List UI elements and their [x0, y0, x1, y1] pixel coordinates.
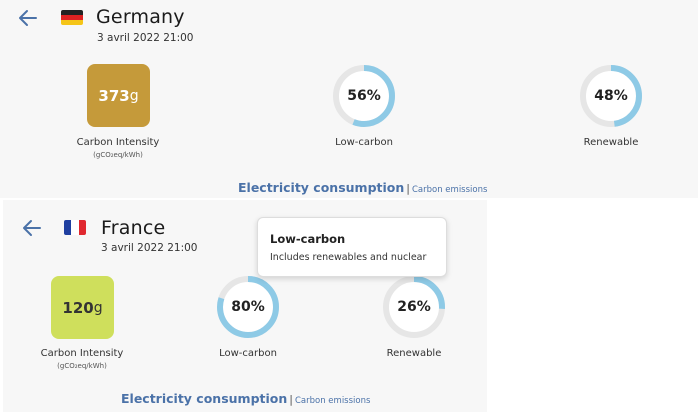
tab-carbon-emissions[interactable]: Carbon emissions	[411, 185, 488, 195]
tooltip-text: Includes renewables and nuclear	[270, 252, 427, 263]
germany-panel: Germany 3 avril 2022 21:00 373 g Carbon I…	[0, 0, 698, 198]
renewable-gauge[interactable]: 26%	[382, 275, 446, 339]
back-arrow-icon[interactable]	[22, 219, 42, 237]
renewable-label: Renewable	[386, 348, 442, 359]
gauge-ring	[217, 276, 279, 338]
country-name: France	[101, 217, 166, 239]
low-carbon-label: Low-carbon	[335, 137, 393, 148]
carbon-intensity-badge: 373 g	[87, 64, 150, 127]
gauge-ring	[580, 65, 642, 127]
germany-flag-icon	[61, 10, 83, 25]
renewable-label: Renewable	[583, 137, 639, 148]
gauge-ring	[383, 276, 445, 338]
renewable-percent: 48%	[594, 88, 628, 104]
datetime: 3 avril 2022 21:00	[101, 242, 198, 254]
tooltip-title: Low-carbon	[270, 232, 346, 246]
carbon-intensity-badge: 120 g	[51, 276, 114, 339]
carbon-intensity-unit: (gCO₂eq/kWh)	[57, 362, 107, 370]
renewable-gauge[interactable]: 48%	[579, 64, 643, 128]
gauge-fill-arc	[580, 65, 642, 127]
view-tabs: Electricity consumption | Carbon emissions	[121, 388, 370, 407]
tab-electricity-consumption[interactable]: Electricity consumption	[238, 180, 405, 195]
view-tabs: Electricity consumption | Carbon emissions	[238, 177, 487, 196]
carbon-intensity-unit: (gCO₂eq/kWh)	[93, 151, 143, 159]
gauge-fill-arc	[383, 276, 445, 338]
back-arrow-icon[interactable]	[18, 9, 38, 27]
datetime: 3 avril 2022 21:00	[97, 32, 194, 44]
low-carbon-percent: 80%	[231, 299, 265, 315]
france-flag-icon	[64, 220, 86, 235]
low-carbon-gauge[interactable]: 56%	[332, 64, 396, 128]
carbon-intensity-label: Carbon Intensity	[40, 348, 124, 359]
low-carbon-label: Low-carbon	[219, 348, 277, 359]
low-carbon-percent: 56%	[347, 88, 381, 104]
low-carbon-tooltip: Low-carbon Includes renewables and nucle…	[257, 217, 447, 277]
tab-separator: |	[289, 393, 293, 406]
gauge-fill-arc	[217, 276, 279, 338]
low-carbon-gauge[interactable]: 80%	[216, 275, 280, 339]
tab-electricity-consumption[interactable]: Electricity consumption	[121, 391, 288, 406]
tab-carbon-emissions[interactable]: Carbon emissions	[294, 396, 371, 406]
country-name: Germany	[96, 6, 185, 28]
gauge-ring	[333, 65, 395, 127]
carbon-intensity-label: Carbon Intensity	[76, 137, 160, 148]
tab-separator: |	[406, 182, 410, 195]
gauge-fill-arc	[333, 65, 395, 127]
renewable-percent: 26%	[397, 299, 431, 315]
